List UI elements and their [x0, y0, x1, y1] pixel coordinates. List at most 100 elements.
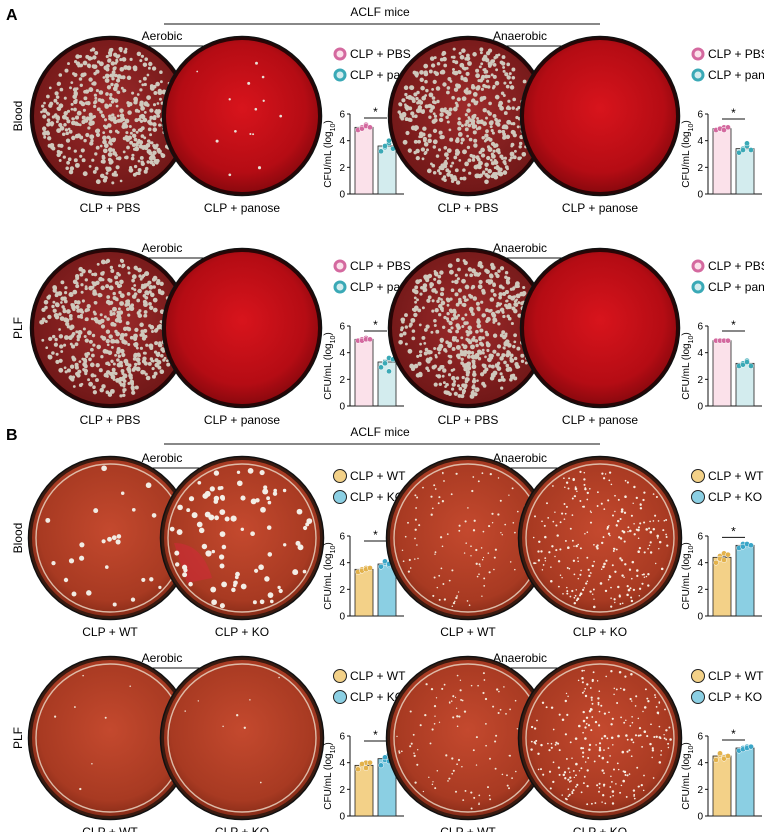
- colony: [632, 789, 636, 792]
- colony: [628, 568, 632, 571]
- colony: [598, 746, 602, 750]
- colony: [453, 391, 458, 396]
- colony: [566, 586, 568, 589]
- legend-label: CLP + WT: [350, 469, 406, 483]
- colony: [588, 748, 591, 752]
- colony: [470, 344, 475, 350]
- colony: [478, 272, 482, 275]
- y-tick-label: 6: [697, 322, 703, 333]
- colony: [129, 140, 134, 145]
- colony: [126, 299, 131, 304]
- colony: [144, 57, 148, 61]
- colony: [596, 784, 599, 787]
- colony: [413, 312, 418, 318]
- colony: [439, 107, 445, 113]
- colony: [434, 715, 436, 717]
- colony: [62, 114, 67, 119]
- colony: [432, 594, 435, 597]
- colony: [635, 695, 638, 698]
- colony: [477, 357, 482, 361]
- colony: [116, 348, 121, 353]
- colony: [480, 153, 486, 158]
- data-point: [740, 147, 746, 153]
- colony: [463, 710, 467, 713]
- colony: [450, 700, 453, 702]
- colony: [105, 338, 110, 344]
- colony: [472, 52, 477, 57]
- colony: [431, 96, 436, 100]
- colony: [261, 75, 265, 79]
- colony: [462, 344, 468, 350]
- colony: [519, 156, 522, 160]
- colony: [433, 114, 438, 118]
- colony: [552, 520, 555, 523]
- colony: [418, 372, 423, 378]
- colony: [158, 341, 162, 345]
- colony: [455, 353, 461, 358]
- colony: [450, 493, 453, 496]
- culture-plate: [519, 247, 681, 409]
- colony: [74, 133, 80, 139]
- colony: [455, 339, 460, 343]
- colony: [66, 368, 71, 372]
- colony: [580, 569, 582, 572]
- colony: [98, 61, 104, 67]
- colony: [555, 524, 558, 527]
- colony: [43, 130, 48, 135]
- colony: [398, 102, 402, 106]
- colony: [454, 696, 457, 699]
- colony: [420, 147, 426, 152]
- colony: [561, 794, 563, 796]
- colony: [461, 48, 466, 53]
- colony: [112, 86, 118, 92]
- colony: [460, 124, 464, 128]
- y-tick-label: 6: [339, 532, 345, 543]
- colony: [100, 285, 105, 291]
- colony: [453, 70, 459, 76]
- y-tick-label: 4: [339, 136, 345, 147]
- colony: [451, 375, 456, 381]
- colony: [426, 148, 429, 152]
- colony: [302, 569, 307, 574]
- colony: [61, 305, 65, 309]
- colony: [582, 751, 585, 754]
- colony: [109, 310, 113, 314]
- colony: [453, 315, 459, 320]
- colony: [663, 734, 665, 736]
- colony: [487, 786, 489, 789]
- colony: [602, 536, 605, 539]
- colony: [469, 393, 475, 399]
- colony: [552, 485, 554, 487]
- colony: [472, 130, 477, 135]
- colony: [424, 150, 428, 155]
- condition-label: Aerobic: [142, 451, 183, 465]
- colony: [87, 378, 91, 382]
- bar: [354, 568, 374, 617]
- colony: [436, 99, 440, 104]
- colony: [219, 531, 226, 537]
- colony: [93, 93, 97, 97]
- colony: [607, 499, 610, 502]
- colony: [492, 293, 497, 297]
- colony: [411, 99, 416, 104]
- colony: [611, 790, 615, 793]
- colony: [489, 376, 495, 381]
- colony: [465, 56, 471, 61]
- colony: [116, 378, 121, 383]
- colony: [435, 697, 438, 699]
- colony: [154, 341, 159, 346]
- colony: [631, 721, 634, 724]
- colony: [478, 350, 483, 355]
- colony: [446, 297, 449, 301]
- y-axis-label: CFU/mL (log10): [323, 332, 337, 399]
- plate-label: CLP + KO: [215, 825, 269, 832]
- colony: [103, 315, 107, 319]
- colony: [145, 343, 149, 347]
- colony: [585, 582, 588, 585]
- data-point: [382, 754, 388, 761]
- colony: [131, 91, 135, 95]
- colony: [47, 354, 51, 358]
- colony: [575, 774, 577, 777]
- colony: [78, 54, 83, 58]
- colony: [464, 379, 469, 384]
